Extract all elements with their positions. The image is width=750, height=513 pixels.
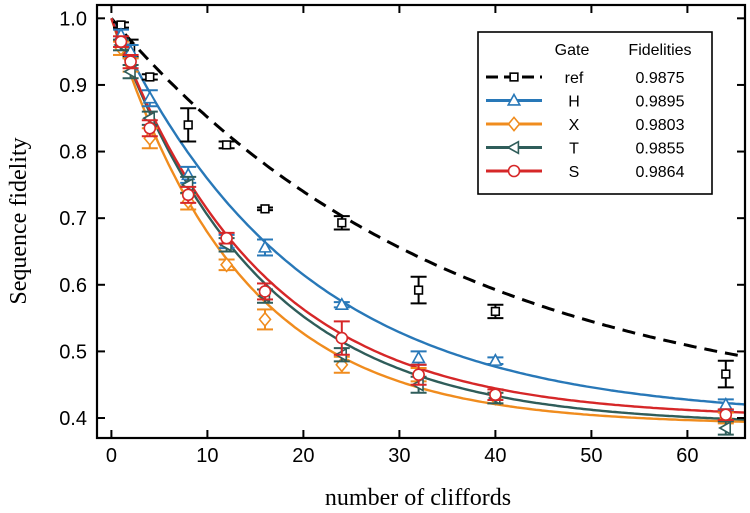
data-point	[411, 350, 426, 364]
data-point	[719, 408, 733, 421]
y-tick-label: 1.0	[59, 8, 87, 30]
legend-gate-label: X	[569, 117, 580, 134]
legend-gate-label: H	[568, 94, 580, 111]
data-point	[257, 239, 273, 253]
data-point	[220, 256, 234, 273]
legend-fidelity-value: 0.9803	[636, 117, 685, 134]
data-point	[412, 368, 425, 382]
fit-curves	[110, 17, 746, 423]
legend-marker	[507, 164, 521, 178]
data-point	[334, 297, 349, 310]
series-s	[113, 35, 734, 422]
data-point	[260, 204, 270, 214]
x-tick-label: 0	[106, 445, 117, 467]
legend-marker	[507, 116, 521, 132]
plot-frame	[95, 3, 747, 440]
legend-marker	[506, 140, 520, 155]
fit-line-s	[110, 17, 746, 414]
data-point	[258, 311, 272, 328]
legend-header-gate: Gate	[555, 42, 590, 59]
x-tick-label: 60	[676, 445, 698, 467]
data-point	[721, 369, 731, 379]
data-point	[489, 388, 502, 402]
data-point	[220, 231, 233, 245]
data-point	[335, 331, 349, 345]
x-tick-label: 50	[580, 445, 602, 467]
legend-marker	[506, 92, 522, 106]
y-tick-label: 0.9	[59, 75, 87, 97]
data-point	[488, 353, 503, 366]
fit-line-t	[110, 17, 746, 421]
y-tick-label: 0.5	[59, 341, 87, 363]
data-point	[490, 306, 501, 317]
data-point	[718, 420, 732, 436]
data-point	[183, 120, 193, 130]
x-axis-title: number of cliffords	[325, 485, 511, 511]
data-point	[258, 285, 272, 298]
legend-fidelity-value: 0.9864	[636, 164, 685, 181]
x-tick-label: 10	[196, 445, 218, 467]
data-point	[221, 140, 232, 150]
fit-line-ref	[110, 17, 746, 359]
data-point	[413, 285, 424, 295]
y-tick-label: 0.4	[59, 408, 87, 430]
data-point	[181, 188, 195, 202]
legend-gate-label: ref	[565, 70, 584, 87]
legend: Gate Fidelities ref 0.9875 H 0.9895 X 0.9803 T…	[477, 31, 713, 195]
fit-line-h	[110, 17, 746, 406]
x-tick-label: 20	[292, 445, 314, 467]
legend-gate-label: T	[569, 141, 579, 158]
legend-gate-label: S	[569, 164, 580, 181]
data-point	[114, 35, 128, 48]
legend-marker	[509, 72, 519, 82]
legend-fidelity-value: 0.9875	[636, 70, 685, 87]
data-marks	[113, 20, 734, 436]
x-tick-label: 30	[388, 445, 410, 467]
data-point	[143, 121, 157, 135]
data-point	[337, 218, 347, 228]
legend-row-s: S 0.9864	[486, 164, 685, 181]
y-tick-label: 0.6	[59, 275, 87, 297]
y-axis-title: Sequence fidelity	[6, 137, 32, 304]
y-tick-label: 0.8	[59, 142, 87, 164]
legend-header-fidelity: Fidelities	[628, 42, 691, 59]
legend-fidelity-value: 0.9855	[636, 141, 685, 158]
data-point	[124, 55, 137, 68]
legend-fidelity-value: 0.9895	[636, 94, 685, 111]
legend-row-x: X 0.9803	[486, 116, 685, 134]
data-point	[145, 72, 155, 82]
axes: 0 10 20 30 40 50 60 0.4 0.5 0.6 0.7 0.8 0.9 1.0	[59, 3, 747, 467]
data-point	[142, 90, 157, 104]
legend-row-h: H 0.9895	[486, 92, 685, 111]
fit-line-x	[110, 17, 745, 423]
legend-row-t: T 0.9855	[486, 140, 685, 158]
legend-row-ref: ref 0.9875	[486, 70, 685, 87]
x-tick-label: 40	[484, 445, 506, 467]
y-tick-label: 0.7	[59, 208, 87, 230]
